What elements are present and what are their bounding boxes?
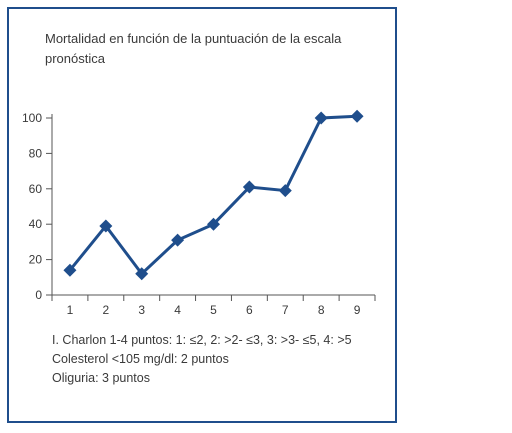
footnote-charlson: I. Charlon 1-4 puntos: 1: ≤2, 2: >2- ≤3,…	[52, 333, 352, 347]
data-point	[314, 111, 328, 125]
footnotes: I. Charlon 1-4 puntos: 1: ≤2, 2: >2- ≤3,…	[52, 331, 352, 388]
x-tick-label: 3	[138, 303, 145, 317]
y-tick-label: 20	[29, 253, 43, 267]
chart-title: Mortalidad en función de la puntuación d…	[45, 31, 342, 66]
data-point	[63, 263, 77, 277]
chart-axes	[51, 114, 375, 296]
x-tick-label: 1	[67, 303, 74, 317]
x-tick-label: 7	[282, 303, 289, 317]
x-tick-label: 5	[210, 303, 217, 317]
chart-ticks: 0 20 40 60 80 100 1 2 3 4 5 6 7 8 9	[22, 111, 376, 317]
footnote-oliguria: Oliguria: 3 puntos	[52, 371, 150, 385]
data-point	[207, 217, 220, 231]
footnote-cholesterol: Colesterol <105 mg/dl: 2 puntos	[52, 352, 229, 366]
x-tick-label: 2	[102, 303, 109, 317]
y-tick-label: 60	[29, 182, 43, 196]
data-point	[278, 184, 292, 198]
y-tick-label: 80	[29, 146, 43, 160]
x-tick-label: 8	[318, 303, 325, 317]
x-tick-label: 6	[246, 303, 253, 317]
data-point	[350, 109, 364, 123]
y-tick-label: 40	[29, 217, 43, 231]
data-point	[171, 233, 185, 247]
data-point	[99, 219, 113, 233]
y-tick-label: 100	[22, 111, 42, 125]
data-point	[242, 180, 256, 194]
y-tick-label: 0	[35, 288, 42, 302]
chart-series	[63, 109, 364, 281]
x-tick-label: 9	[354, 303, 361, 317]
data-point	[135, 267, 149, 281]
series-line	[68, 114, 358, 276]
figure-frame	[7, 7, 397, 423]
x-tick-label: 4	[174, 303, 181, 317]
